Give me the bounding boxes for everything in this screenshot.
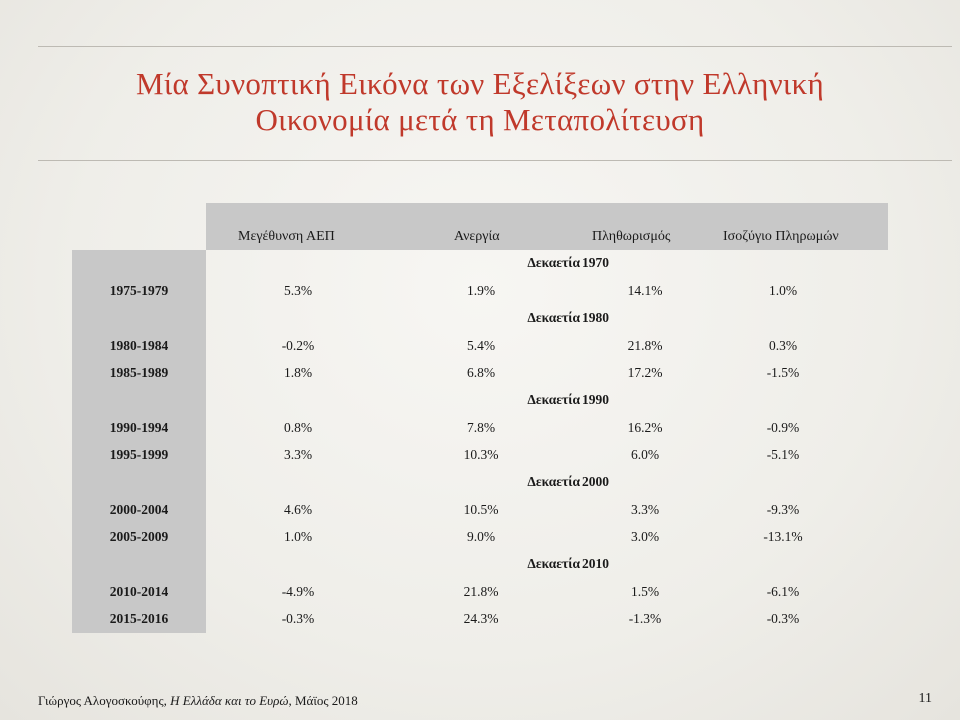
table-row: 1980-1984 -0.2% 5.4% 21.8% 0.3% [72,335,888,357]
decade-header: Δεκαετία 1980 [72,308,888,328]
value-cell: -1.3% [628,611,662,626]
value-cell: 5.4% [466,338,496,353]
economic-indicators-table: Μεγέθυνση ΑΕΠ Ανεργία Πληθωρισμός Ισοζύγ… [72,203,888,633]
table-row: 2000-2004 4.6% 10.5% 3.3% -9.3% [72,499,888,521]
decade-label: Δεκαετία [527,310,580,325]
period-cell: 2000-2004 [109,502,169,517]
value-cell: -4.9% [281,584,315,599]
value-cell: 7.8% [466,420,496,435]
period-cell: 1985-1989 [109,365,169,380]
table-row: 1995-1999 3.3% 10.3% 6.0% -5.1% [72,444,888,466]
footer-date: , Μάϊος 2018 [288,693,358,708]
table-row: 2005-2009 1.0% 9.0% 3.0% -13.1% [72,526,888,548]
value-cell: 10.3% [463,447,499,462]
table-header-band [206,203,888,250]
value-cell: 17.2% [627,365,663,380]
decade-year: 1970 [582,255,609,270]
decade-header: Δεκαετία 2000 [72,472,888,492]
table-row: 1975-1979 5.3% 1.9% 14.1% 1.0% [72,280,888,302]
slide-title: Μία Συνοπτική Εικόνα των Εξελίξεων στην … [38,66,922,138]
value-cell: 1.0% [768,283,798,298]
table-row: 2010-2014 -4.9% 21.8% 1.5% -6.1% [72,581,888,603]
period-cell: 1990-1994 [109,420,169,435]
value-cell: -6.1% [766,584,800,599]
period-cell: 2010-2014 [109,584,169,599]
value-cell: -9.3% [766,502,800,517]
footer-book-title: Η Ελλάδα και το Ευρώ [170,693,289,708]
value-cell: 1.9% [466,283,496,298]
footer-author: Γιώργος Αλογοσκούφης, [38,693,171,708]
title-line-2: Οικονομία μετά τη Μεταπολίτευση [255,102,705,137]
value-cell: 3.3% [630,502,660,517]
header-unemployment: Ανεργία [454,229,500,244]
value-cell: 10.5% [463,502,499,517]
decade-label: Δεκαετία [527,255,580,270]
table-row: 1990-1994 0.8% 7.8% 16.2% -0.9% [72,417,888,439]
decade-year: 1990 [582,392,609,407]
bottom-divider [38,160,952,161]
value-cell: 1.0% [283,529,313,544]
title-line-1: Μία Συνοπτική Εικόνα των Εξελίξεων στην … [135,66,824,101]
decade-header: Δεκαετία 1990 [72,390,888,410]
period-cell: 2005-2009 [109,529,169,544]
period-cell: 1980-1984 [109,338,169,353]
page-number: 11 [918,691,932,706]
slide-footer: Γιώργος Αλογοσκούφης, Η Ελλάδα και το Ευ… [38,693,358,709]
decade-year: 2000 [582,474,609,489]
value-cell: 4.6% [283,502,313,517]
value-cell: 21.8% [627,338,663,353]
decade-label: Δεκαετία [527,556,580,571]
table-period-band [72,250,206,633]
value-cell: -0.3% [281,611,315,626]
value-cell: -1.5% [766,365,800,380]
value-cell: 3.0% [630,529,660,544]
table-row: 2015-2016 -0.3% 24.3% -1.3% -0.3% [72,608,888,630]
value-cell: -13.1% [763,529,803,544]
value-cell: 24.3% [463,611,499,626]
table-row: 1985-1989 1.8% 6.8% 17.2% -1.5% [72,362,888,384]
decade-label: Δεκαετία [527,474,580,489]
value-cell: 9.0% [466,529,496,544]
value-cell: 14.1% [627,283,663,298]
period-cell: 1975-1979 [109,283,169,298]
value-cell: 0.3% [768,338,798,353]
decade-header: Δεκαετία 2010 [72,554,888,574]
decade-label: Δεκαετία [527,392,580,407]
header-inflation: Πληθωρισμός [592,229,671,244]
value-cell: 6.8% [466,365,496,380]
decade-year: 1980 [582,310,609,325]
value-cell: -0.2% [281,338,315,353]
value-cell: 16.2% [627,420,663,435]
decade-year: 2010 [582,556,609,571]
top-divider [38,46,952,47]
period-cell: 2015-2016 [109,611,169,626]
value-cell: 0.8% [283,420,313,435]
value-cell: 21.8% [463,584,499,599]
header-balance-of-payments: Ισοζύγιο Πληρωμών [723,229,839,244]
period-cell: 1995-1999 [109,447,169,462]
value-cell: -0.3% [766,611,800,626]
value-cell: 5.3% [283,283,313,298]
value-cell: 1.8% [283,365,313,380]
value-cell: 1.5% [630,584,660,599]
value-cell: -0.9% [766,420,800,435]
value-cell: 6.0% [630,447,660,462]
value-cell: -5.1% [766,447,800,462]
decade-header: Δεκαετία 1970 [72,253,888,273]
value-cell: 3.3% [283,447,313,462]
header-gdp-growth: Μεγέθυνση ΑΕΠ [238,229,335,244]
